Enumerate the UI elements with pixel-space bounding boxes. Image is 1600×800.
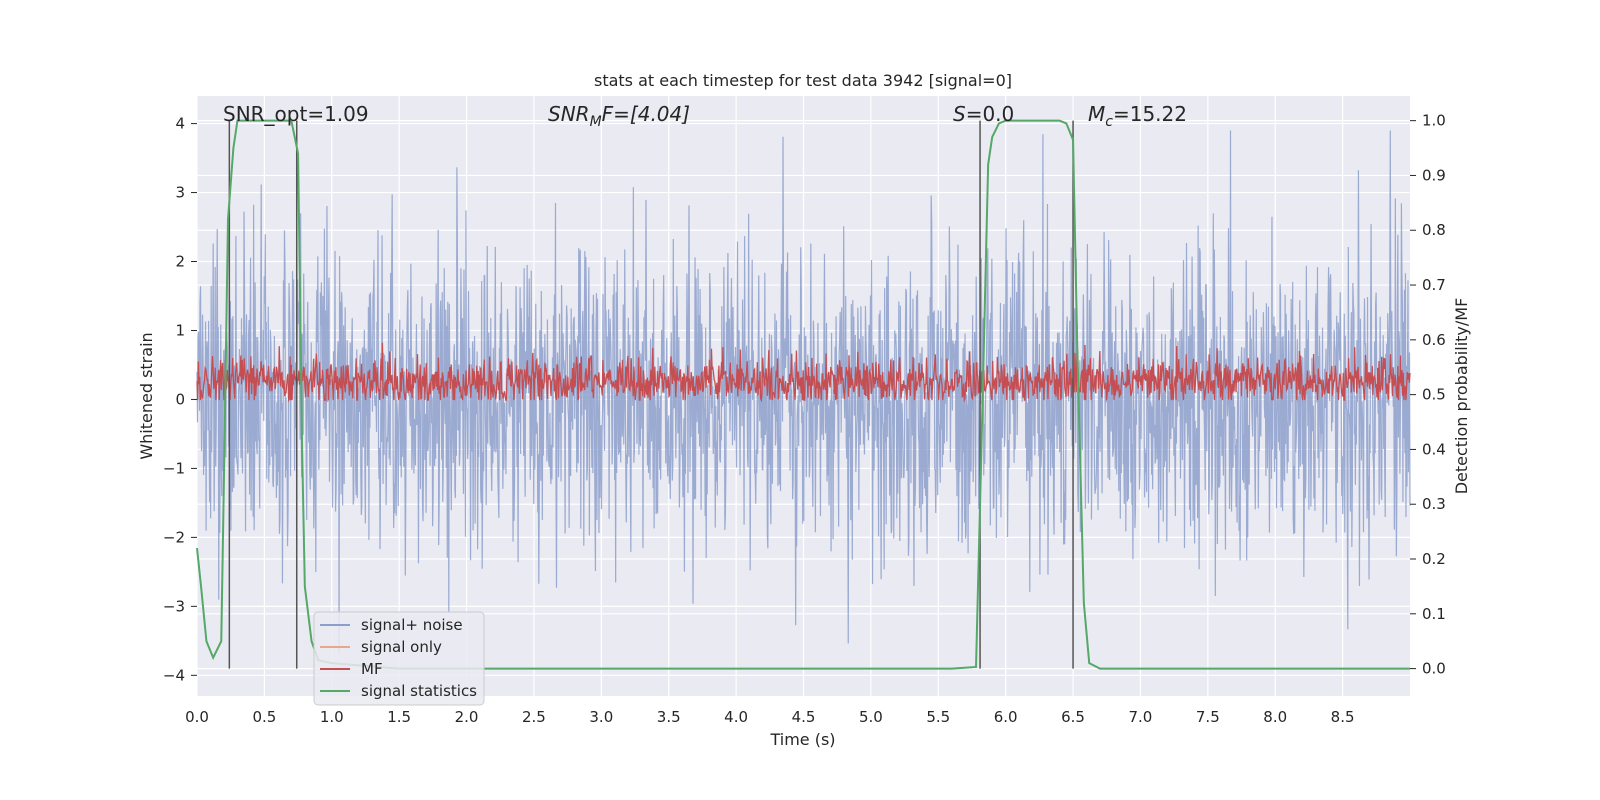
- y-tick-label-left: −1: [163, 459, 185, 477]
- x-tick-label: 6.0: [994, 708, 1018, 726]
- signal-statistics-line: [196, 119, 1410, 670]
- x-tick-label: 0.0: [185, 708, 209, 726]
- legend: signal+ noise signal only MF signal stat…: [313, 611, 485, 706]
- x-axis-label: Time (s): [769, 730, 835, 749]
- y-tick-label-left: 0: [175, 390, 185, 408]
- y-tick-label-right: 0.3: [1422, 495, 1446, 513]
- legend-label-noise: signal+ noise: [361, 616, 463, 634]
- y-tick-label-right: 0.1: [1422, 605, 1446, 623]
- y-tick-label-right: 0.6: [1422, 331, 1446, 349]
- signal-statistics-series: [196, 119, 1410, 670]
- annotation-snr-mf: SNRMF=[4.04]: [548, 102, 690, 130]
- chart-title: stats at each timestep for test data 394…: [594, 71, 1012, 90]
- legend-label-mf: MF: [361, 660, 383, 678]
- y-tick-label-left: −4: [163, 666, 185, 684]
- x-tick-label: 1.0: [320, 708, 344, 726]
- x-tick-label: 7.5: [1196, 708, 1220, 726]
- x-tick-label: 4.5: [792, 708, 816, 726]
- x-tick-label: 5.0: [859, 708, 883, 726]
- y-tick-label-right: 0.8: [1422, 221, 1446, 239]
- y-tick-label-right: 0.5: [1422, 386, 1446, 404]
- y-axis-label-left: Whitened strain: [137, 332, 156, 459]
- x-tick-label: 0.5: [252, 708, 276, 726]
- y-tick-label-right: 0.7: [1422, 276, 1446, 294]
- x-tick-label: 8.0: [1263, 708, 1287, 726]
- y-tick-label-left: −3: [163, 597, 185, 615]
- x-tick-label: 5.5: [926, 708, 950, 726]
- y-tick-label-right: 0.0: [1422, 660, 1446, 678]
- x-tick-label: 7.0: [1129, 708, 1153, 726]
- x-ticks: 0.0 0.5 1.0 1.5 2.0 2.5 3.0 3.5 4.0 4.5 5.0 5.5 6.0 6…: [185, 708, 1354, 726]
- mf-line: [196, 342, 1411, 403]
- y-tick-label-left: 4: [175, 115, 185, 133]
- x-tick-label: 2.5: [522, 708, 546, 726]
- y-tick-label-left: −2: [163, 528, 185, 546]
- annotation-snr-opt: SNR_opt=1.09: [223, 102, 369, 126]
- y-tick-label-right: 1.0: [1422, 112, 1446, 130]
- y-tick-label-left: 2: [175, 253, 185, 271]
- legend-label-signal-statistics: signal statistics: [361, 682, 477, 700]
- y-tick-label-left: 1: [175, 321, 185, 339]
- x-tick-label: 1.5: [387, 708, 411, 726]
- legend-label-signal-only: signal only: [361, 638, 442, 656]
- annotation-mc: Mc=15.22: [1088, 102, 1187, 130]
- y-ticks-right: 1.0 0.9 0.8 0.7 0.6 0.5 0.4 0.3 0.2 0.1 0.0: [1410, 112, 1446, 678]
- y-tick-label-right: 0.2: [1422, 550, 1446, 568]
- annotation-s: S=0.0: [953, 102, 1014, 126]
- y-tick-label-right: 0.4: [1422, 440, 1446, 458]
- y-tick-label-left: 3: [175, 184, 185, 202]
- x-tick-label: 3.5: [657, 708, 681, 726]
- y-tick-label-right: 0.9: [1422, 166, 1446, 184]
- x-tick-label: 3.0: [589, 708, 613, 726]
- x-tick-label: 8.5: [1331, 708, 1355, 726]
- y-axis-label-right: Detection probability/MF: [1452, 298, 1471, 495]
- x-tick-label: 2.0: [455, 708, 479, 726]
- x-tick-label: 6.5: [1061, 708, 1085, 726]
- y-ticks-left: 4 3 2 1 0 −1 −2 −3 −4: [163, 115, 197, 684]
- mf-series: [196, 342, 1411, 403]
- x-tick-label: 4.0: [724, 708, 748, 726]
